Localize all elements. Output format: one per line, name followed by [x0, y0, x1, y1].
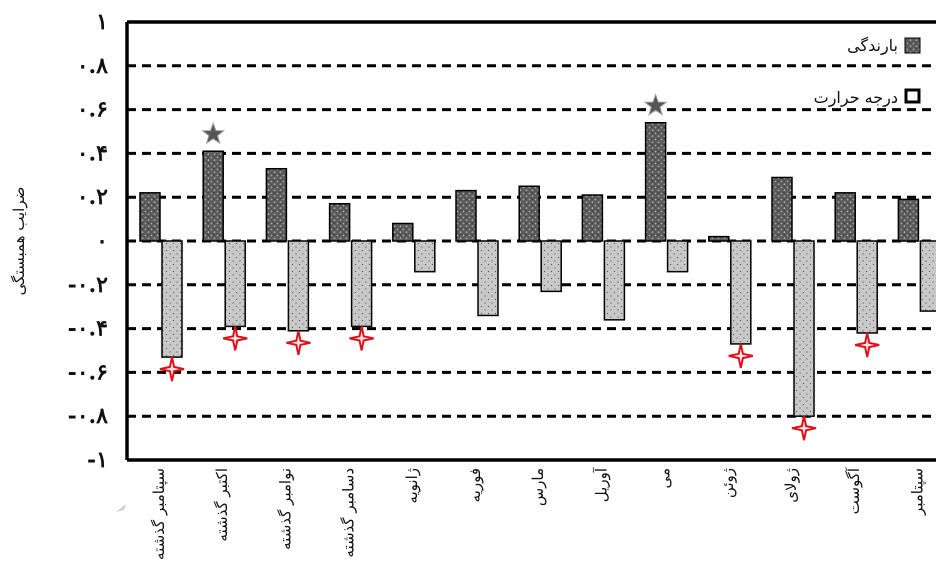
x-tick-label: فوریه	[466, 468, 484, 502]
legend: بارندگی درجه حرارت	[814, 36, 921, 108]
bar-rainfall	[328, 203, 351, 242]
y-tick-label: -۱	[87, 447, 108, 473]
bar-rainfall	[455, 189, 477, 242]
bar-temperature	[414, 240, 436, 273]
significance-cross	[854, 332, 880, 358]
bar-rainfall	[644, 121, 667, 242]
bar-temperature	[161, 240, 183, 358]
bar-rainfall	[708, 235, 730, 242]
bar-temperature	[224, 240, 246, 328]
y-tick-label: -۰.۲	[68, 272, 109, 298]
x-tick-label: آگوست	[845, 467, 863, 514]
bar-rainfall	[518, 185, 540, 242]
x-tick-label: سپتامبر گذشته	[150, 468, 169, 560]
significance-cross	[222, 326, 248, 351]
x-tick-label: ژانویه	[403, 468, 421, 504]
significance-cross	[286, 330, 311, 356]
y-tick-label: -۰.۶	[68, 359, 108, 385]
significance-cross	[728, 343, 754, 369]
bar-temperature	[666, 240, 689, 273]
bar-rainfall	[771, 176, 793, 242]
corner-mark	[116, 504, 126, 512]
significance-star	[201, 121, 226, 145]
bar-rainfall	[834, 192, 856, 242]
y-tick-label: ۰.۲	[77, 184, 108, 210]
significance-star	[643, 93, 668, 116]
x-tick-label: مارس	[529, 468, 547, 506]
bar-rainfall	[265, 167, 288, 242]
x-tick-label: آوریل	[592, 467, 610, 502]
legend-swatch-rainfall	[904, 37, 921, 54]
legend-swatch-temperature	[904, 88, 921, 104]
bar-rainfall	[897, 198, 920, 242]
significance-cross	[349, 326, 374, 351]
significance-markers	[159, 93, 880, 441]
x-tick-label: ژوئن	[719, 468, 737, 498]
bar-rainfall	[139, 192, 161, 242]
y-tick-label: ۰.۴	[77, 140, 108, 166]
x-tick-label: سپتامبر	[908, 468, 927, 516]
y-axis-label: ضرایب همبستگی	[10, 187, 28, 296]
significance-cross	[791, 415, 817, 441]
x-tick-label: ژولای	[782, 468, 800, 503]
bar-temperature	[477, 240, 499, 317]
y-tick-label: ۰.۶	[77, 97, 108, 123]
bar-temperature	[603, 240, 626, 321]
bar-temperature	[730, 240, 752, 345]
bar-temperature	[919, 240, 936, 312]
x-tick-label: دسامبر گذشته	[340, 468, 358, 558]
x-tick-labels: سپتامبر گذشته اکتبر گذشته نوامبر گذشته دسام…	[150, 467, 927, 560]
bar-rainfall	[202, 150, 224, 242]
legend-label-rainfall: بارندگی	[847, 36, 898, 56]
y-tick-label: -۰.۸	[68, 403, 109, 429]
bar-temperature	[793, 240, 815, 417]
bar-temperature	[287, 240, 310, 332]
bars	[139, 121, 936, 417]
bar-rainfall	[581, 194, 604, 242]
y-tick-label: ۰	[96, 228, 108, 254]
x-tick-label: می	[656, 468, 674, 489]
x-tick-label: نوامبر گذشته	[276, 468, 294, 550]
y-tick-label: -۰.۴	[68, 316, 108, 342]
legend-label-temperature: درجه حرارت	[814, 88, 898, 108]
x-tick-label: اکتبر گذشته	[213, 468, 231, 542]
y-tick-label: ۰.۸	[77, 53, 108, 79]
bar-temperature	[350, 240, 373, 328]
y-tick-label: ۱	[96, 9, 108, 35]
significance-cross	[159, 356, 185, 382]
bar-rainfall	[392, 222, 414, 242]
y-tick-labels: ۱ ۰.۸ ۰.۶ ۰.۴ ۰.۲ ۰ -۰.۲ -۰.۴ -۰.۶ -۰.۸ -۱	[68, 9, 109, 473]
bar-temperature	[856, 240, 878, 334]
bar-temperature	[540, 240, 562, 293]
